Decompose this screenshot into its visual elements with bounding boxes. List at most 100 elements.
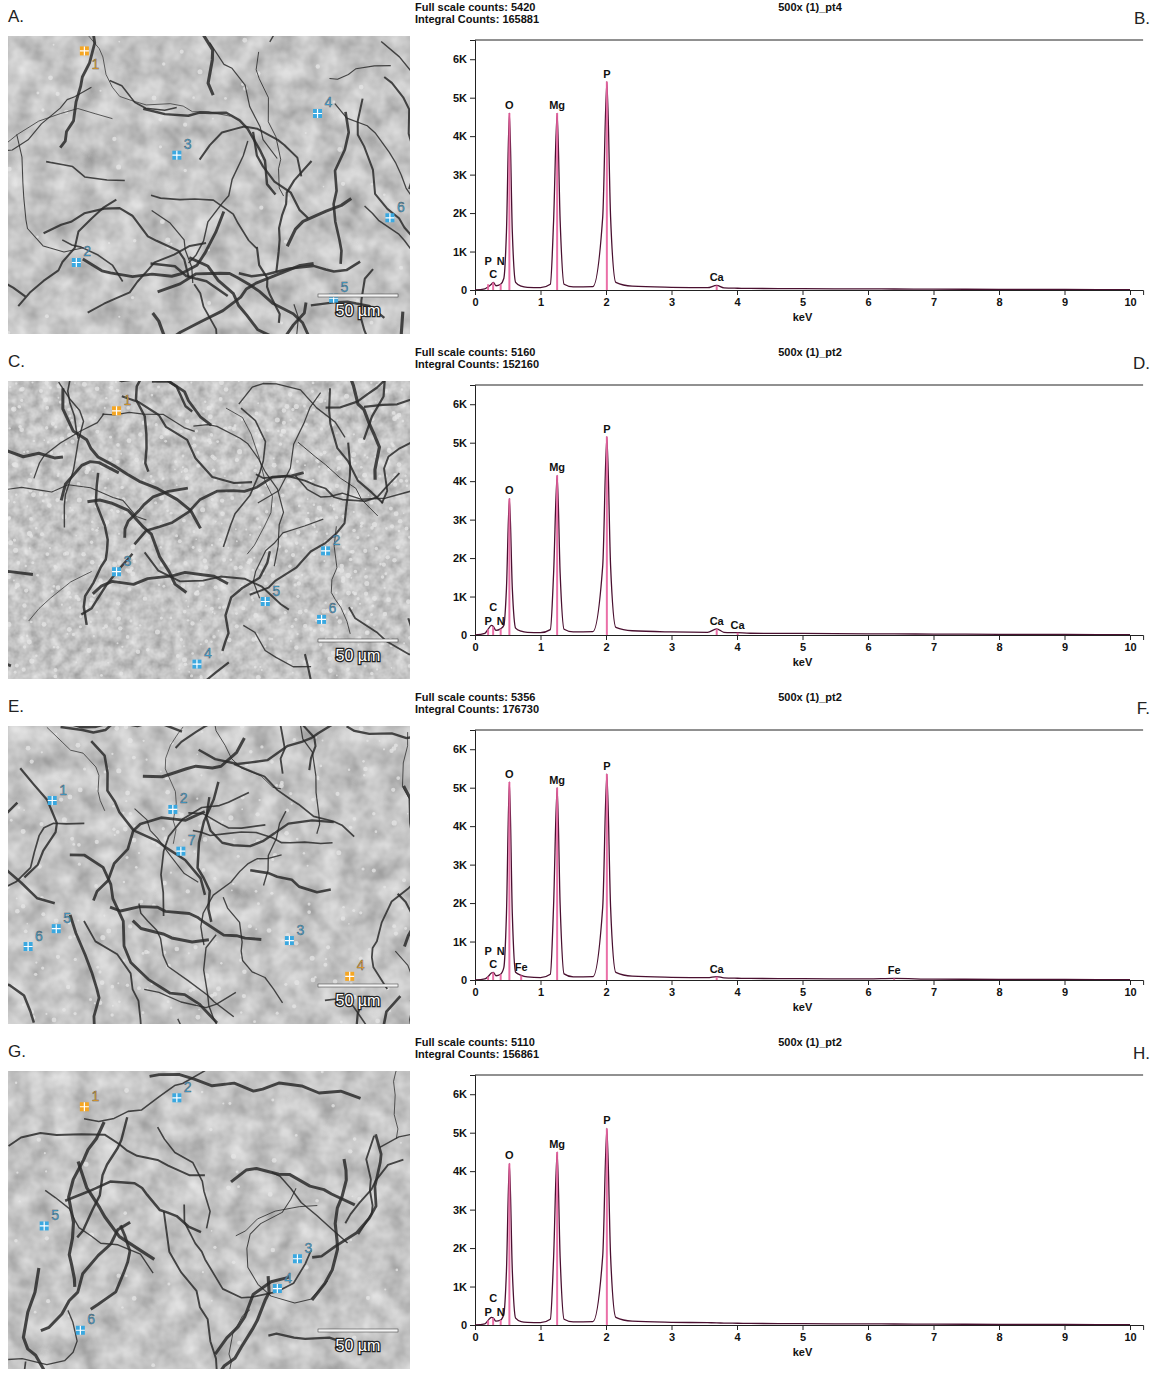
crack [326, 381, 391, 408]
x-axis-title: keV [793, 656, 813, 668]
granule [291, 408, 294, 411]
peak-label: Ca [710, 963, 725, 975]
x-tick-label: 0 [472, 1331, 478, 1343]
granule [15, 1082, 17, 1084]
x-tick-label: 1 [538, 641, 544, 653]
spot-marker-cross [112, 406, 121, 415]
granule [116, 642, 118, 644]
granule [375, 547, 378, 550]
granule [296, 530, 300, 534]
x-tick-label: 7 [931, 641, 937, 653]
y-tick-label: 4K [453, 1165, 467, 1177]
granule [297, 581, 301, 585]
y-tick-label: 1K [453, 591, 467, 603]
granule [160, 520, 162, 522]
crack [110, 81, 177, 111]
granule [100, 674, 103, 677]
granule [296, 633, 298, 635]
x-tick: 0 [472, 290, 478, 308]
granule [224, 475, 226, 477]
x-tick: 8 [996, 1325, 1002, 1343]
granule [326, 945, 330, 949]
crack [158, 1127, 210, 1228]
granule [266, 429, 269, 432]
y-tick: 5K [453, 782, 475, 794]
y-tick-label: 6K [453, 1088, 467, 1100]
crack [23, 1268, 45, 1369]
crack [169, 1276, 269, 1369]
granule [202, 1271, 204, 1273]
granule [294, 404, 299, 409]
panel-letter: H. [1133, 1044, 1150, 1063]
granule [102, 627, 105, 630]
granule [255, 812, 259, 816]
x-tick: 7 [931, 290, 937, 308]
granule [291, 553, 295, 557]
scale-bar-label: 50 µm [336, 647, 381, 664]
granule [112, 562, 117, 567]
granule [47, 503, 52, 508]
granule [82, 382, 87, 387]
granule [236, 1171, 239, 1174]
granule [351, 452, 356, 457]
crack [371, 951, 410, 1024]
spot-marker-cross [293, 1254, 302, 1263]
image-texture [8, 726, 410, 1024]
granule [39, 822, 43, 826]
spot-marker [313, 109, 322, 118]
granule [398, 530, 401, 533]
granule [26, 635, 29, 638]
granule [253, 613, 258, 618]
granule [40, 532, 44, 536]
granule [365, 630, 370, 635]
granule [79, 423, 81, 425]
x-tick-label: 9 [1062, 1331, 1068, 1343]
granule [264, 581, 268, 585]
spot-marker-box [172, 1093, 181, 1102]
peak-labels: CPNFeOMgPCaFe [484, 760, 900, 976]
granule [301, 574, 303, 576]
granule [356, 597, 359, 600]
granule [219, 397, 223, 401]
granule [394, 931, 398, 935]
granule [116, 164, 121, 169]
granule [317, 778, 319, 780]
y-tick-label: 2K [453, 897, 467, 909]
peak-marker [556, 788, 558, 980]
spot-marker-cross [40, 1221, 49, 1230]
granule [192, 436, 196, 440]
peak-marker [487, 977, 489, 980]
granule [95, 611, 98, 614]
peak-label: C [489, 958, 497, 970]
granule [227, 547, 229, 549]
granule [326, 533, 329, 536]
x-tick-mark [475, 980, 476, 985]
granule [285, 549, 288, 552]
granule [109, 387, 111, 389]
granule [364, 454, 366, 456]
chart-header: Integral Counts: 165881 [415, 13, 539, 25]
panel-letter: C. [8, 352, 25, 371]
granule [258, 565, 262, 569]
granule [125, 800, 127, 802]
granule [192, 546, 195, 549]
granule [8, 540, 13, 545]
granule [185, 419, 189, 423]
spot-label: 5 [341, 279, 349, 295]
granule [44, 381, 48, 385]
granule [124, 726, 128, 729]
spot-label: 5 [63, 910, 71, 926]
granule [126, 983, 129, 986]
crack [153, 313, 264, 334]
image-background [8, 381, 410, 679]
granule [155, 629, 160, 634]
granule [121, 1306, 124, 1309]
granule [104, 407, 106, 409]
spot-marker [48, 796, 57, 805]
crack [193, 830, 333, 843]
granule [370, 613, 373, 616]
granule [135, 866, 138, 869]
granule [136, 649, 140, 653]
granule [71, 509, 74, 512]
granule [110, 509, 113, 512]
